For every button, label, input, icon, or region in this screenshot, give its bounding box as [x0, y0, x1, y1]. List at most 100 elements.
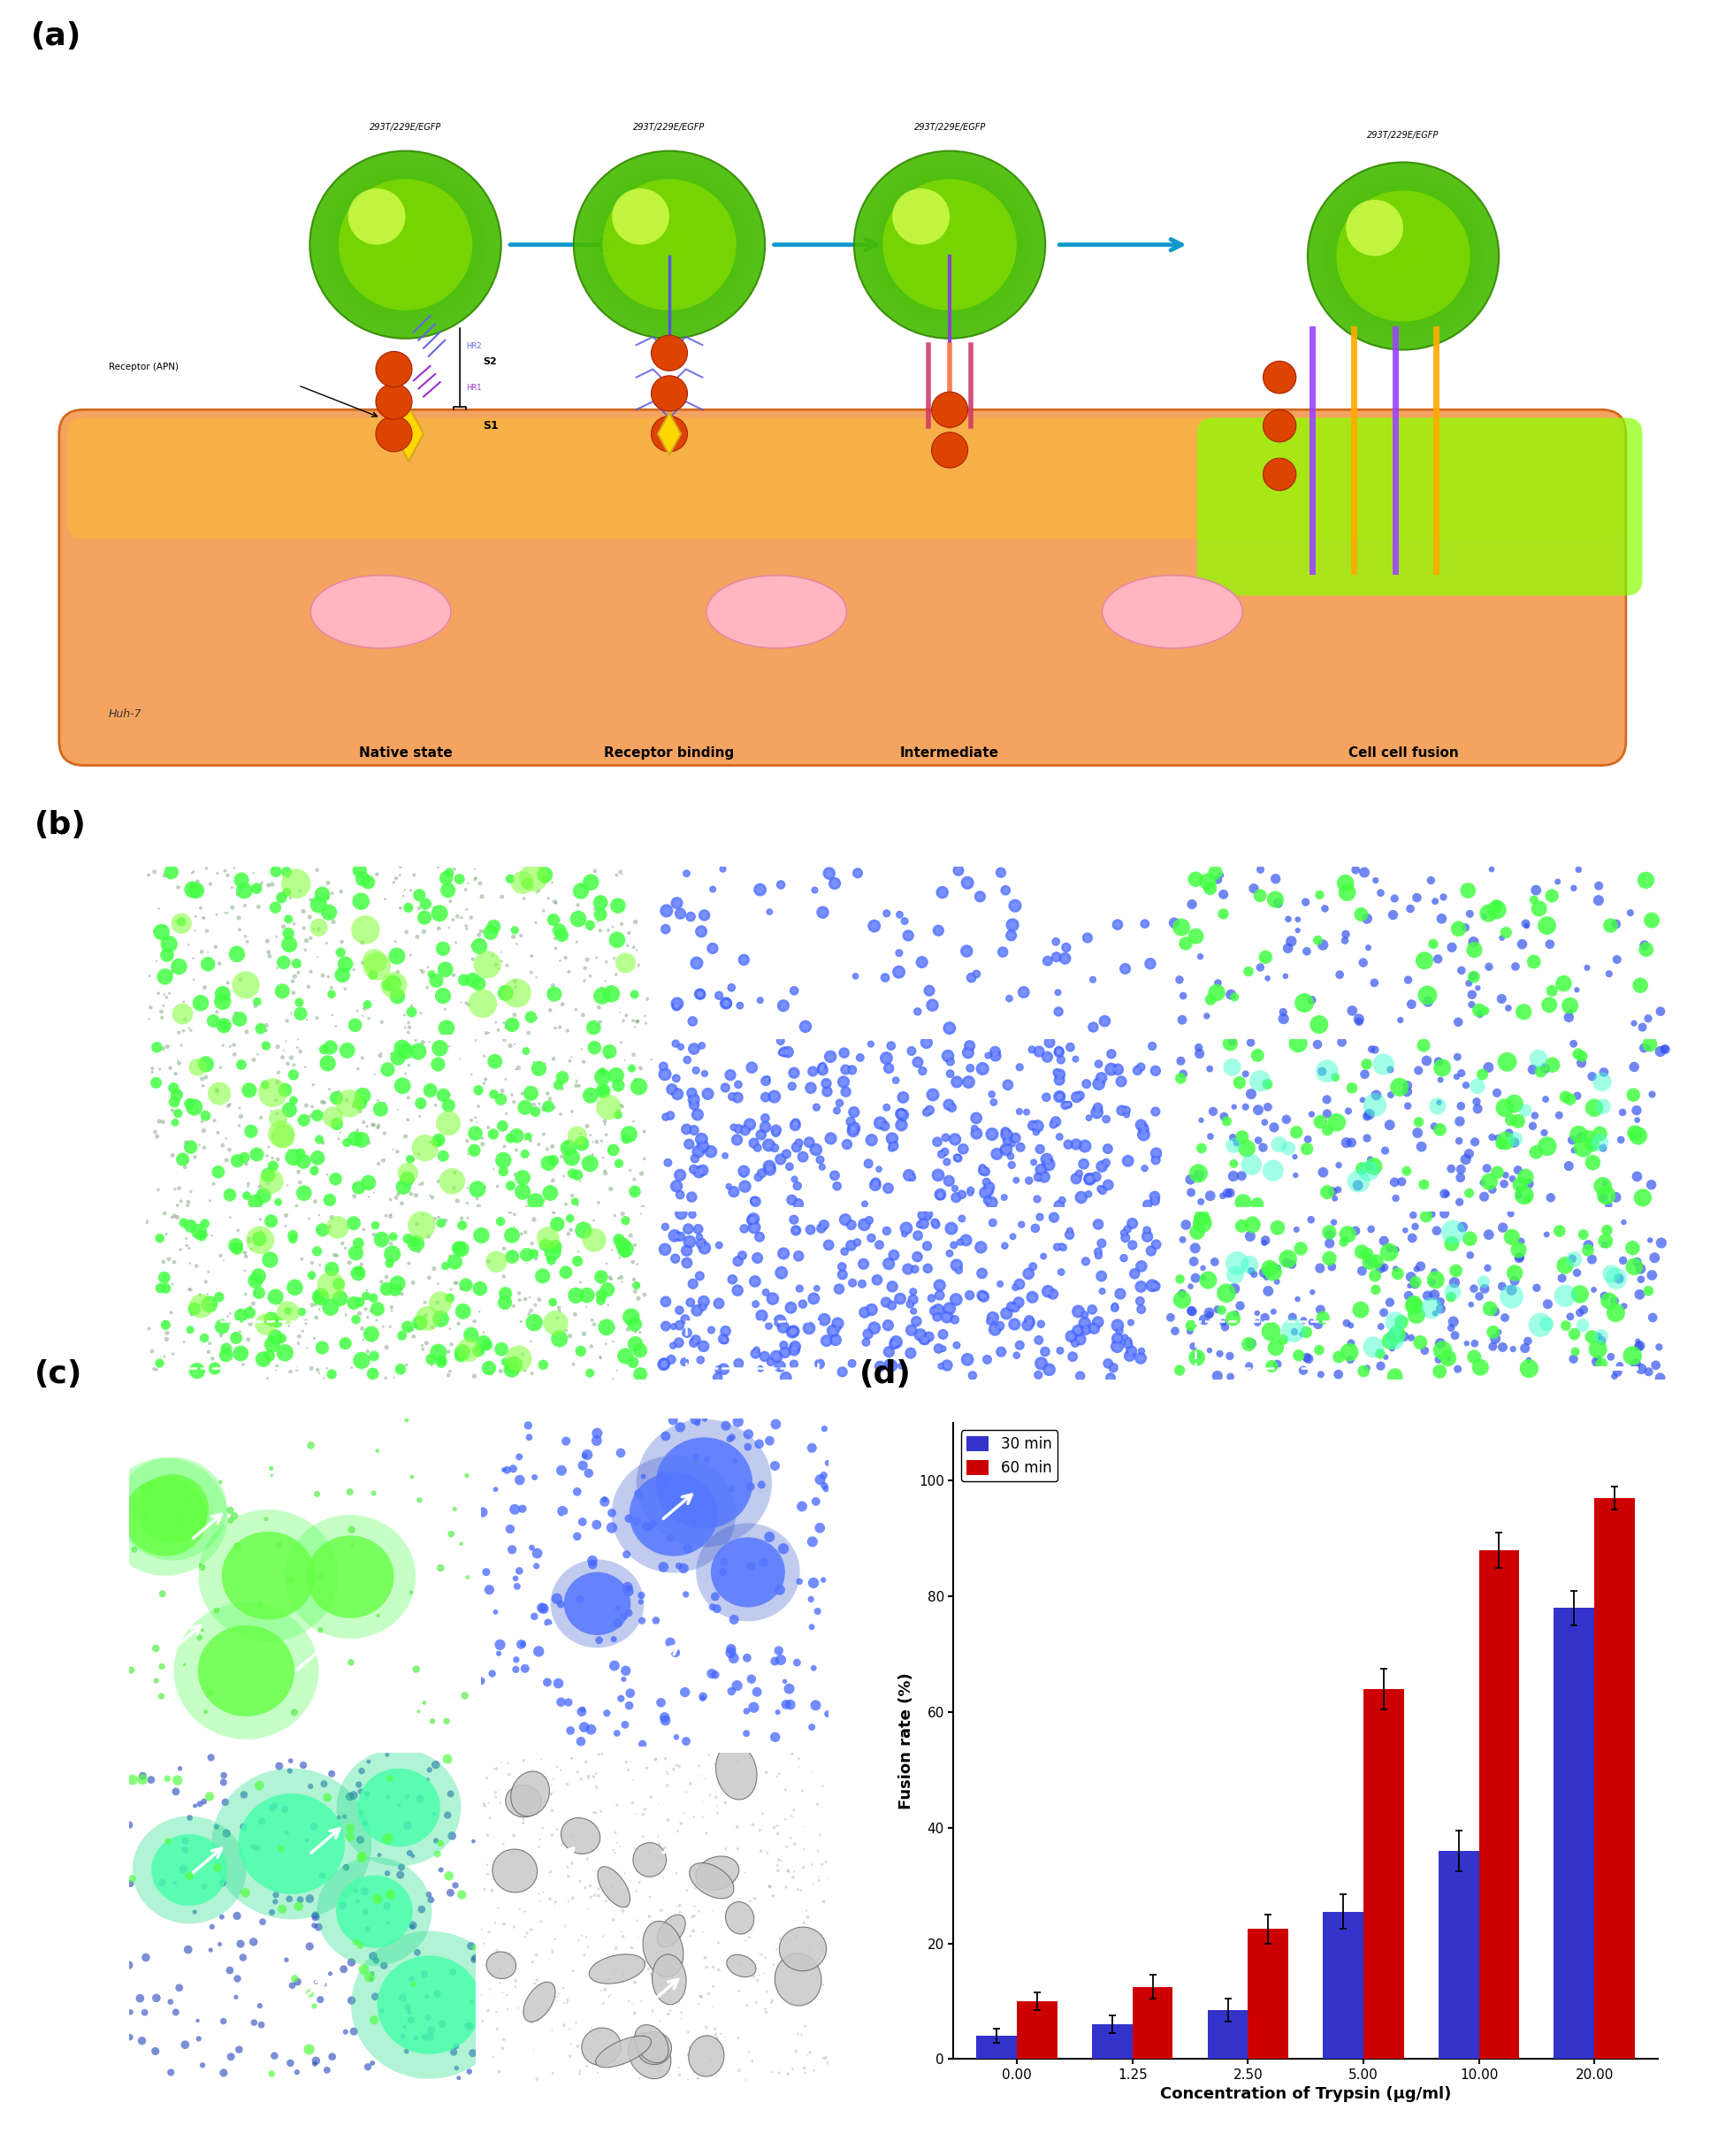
- Point: [785, 1186, 813, 1220]
- Point: [1282, 1141, 1309, 1175]
- Point: [222, 1979, 249, 2014]
- Point: [878, 1121, 905, 1156]
- Point: [545, 1667, 572, 1701]
- Point: [661, 1026, 689, 1061]
- Point: [1560, 1242, 1587, 1276]
- Point: [754, 1309, 782, 1343]
- Point: [539, 1761, 567, 1796]
- Point: [503, 1570, 531, 1604]
- Point: [911, 1205, 938, 1240]
- Point: [266, 877, 294, 912]
- Point: [1567, 1276, 1594, 1311]
- Point: [909, 1199, 936, 1233]
- Point: [625, 1315, 653, 1350]
- Point: [811, 2042, 838, 2076]
- Point: [350, 1212, 378, 1246]
- Circle shape: [350, 192, 460, 298]
- Point: [911, 1322, 938, 1356]
- Point: [371, 1087, 399, 1121]
- Point: [1091, 1005, 1118, 1039]
- Point: [495, 1283, 522, 1317]
- Point: [263, 1354, 290, 1388]
- Point: [1228, 1119, 1256, 1153]
- Point: [292, 1089, 320, 1123]
- Point: [165, 1971, 192, 2005]
- Point: [806, 1462, 833, 1496]
- Point: [119, 1764, 146, 1798]
- Point: [1608, 1095, 1636, 1130]
- Point: [1397, 890, 1424, 925]
- Point: [617, 1675, 644, 1710]
- Point: [517, 1000, 545, 1035]
- Point: [680, 1031, 708, 1065]
- Point: [1045, 1035, 1072, 1069]
- Point: [1448, 1210, 1476, 1244]
- Point: [1112, 1319, 1139, 1354]
- Point: [833, 1128, 861, 1162]
- Point: [916, 972, 943, 1007]
- Point: [1022, 1115, 1050, 1149]
- Point: [799, 1867, 826, 1902]
- Point: [332, 2014, 359, 2048]
- Point: [455, 867, 483, 901]
- Point: [1204, 966, 1232, 1000]
- Point: [342, 1235, 369, 1270]
- Point: [801, 1281, 828, 1315]
- Point: [304, 1141, 332, 1175]
- Point: [771, 1360, 799, 1395]
- Point: [935, 1039, 962, 1074]
- Point: [503, 927, 531, 962]
- Point: [914, 1250, 941, 1285]
- Point: [1105, 1322, 1132, 1356]
- Point: [454, 1171, 481, 1205]
- Point: [1256, 1250, 1283, 1285]
- Point: [1414, 979, 1441, 1013]
- Point: [510, 1895, 538, 1930]
- Point: [763, 1408, 790, 1442]
- Point: [247, 1011, 275, 1046]
- Point: [443, 2050, 471, 2085]
- Point: [931, 1121, 959, 1156]
- Point: [510, 1802, 538, 1837]
- Point: [806, 1348, 833, 1382]
- Point: [385, 1787, 412, 1822]
- Point: [539, 968, 567, 1003]
- Point: [364, 1434, 392, 1468]
- Point: [1361, 1259, 1388, 1294]
- Point: [632, 1751, 660, 1785]
- Point: [270, 1039, 297, 1074]
- Point: [1398, 1220, 1426, 1255]
- Point: [1142, 1095, 1170, 1130]
- Point: [677, 1919, 704, 1953]
- Point: [577, 2014, 605, 2048]
- Point: [567, 1335, 594, 1369]
- Circle shape: [926, 222, 972, 267]
- Text: (d): (d): [859, 1360, 911, 1388]
- Point: [210, 1128, 237, 1162]
- Point: [1234, 1132, 1261, 1166]
- Point: [371, 1117, 399, 1151]
- Point: [905, 1207, 933, 1242]
- Point: [1309, 1156, 1337, 1190]
- Point: [143, 1662, 170, 1697]
- Point: [175, 1800, 203, 1835]
- Point: [227, 1927, 254, 1962]
- Point: [971, 1279, 998, 1313]
- Point: [306, 1981, 333, 2016]
- Point: [481, 1774, 509, 1809]
- Point: [588, 1279, 615, 1313]
- Point: [491, 972, 519, 1007]
- Point: [691, 1056, 718, 1091]
- Point: [380, 865, 407, 899]
- Point: [1570, 1218, 1598, 1253]
- Point: [773, 1869, 801, 1904]
- Point: [777, 1149, 804, 1184]
- Point: [442, 925, 469, 959]
- Point: [622, 1326, 649, 1360]
- Point: [605, 2046, 632, 2081]
- Point: [1491, 1158, 1519, 1192]
- Point: [1058, 1319, 1086, 1354]
- Point: [345, 1768, 373, 1802]
- Point: [1601, 1283, 1629, 1317]
- Point: [663, 1218, 691, 1253]
